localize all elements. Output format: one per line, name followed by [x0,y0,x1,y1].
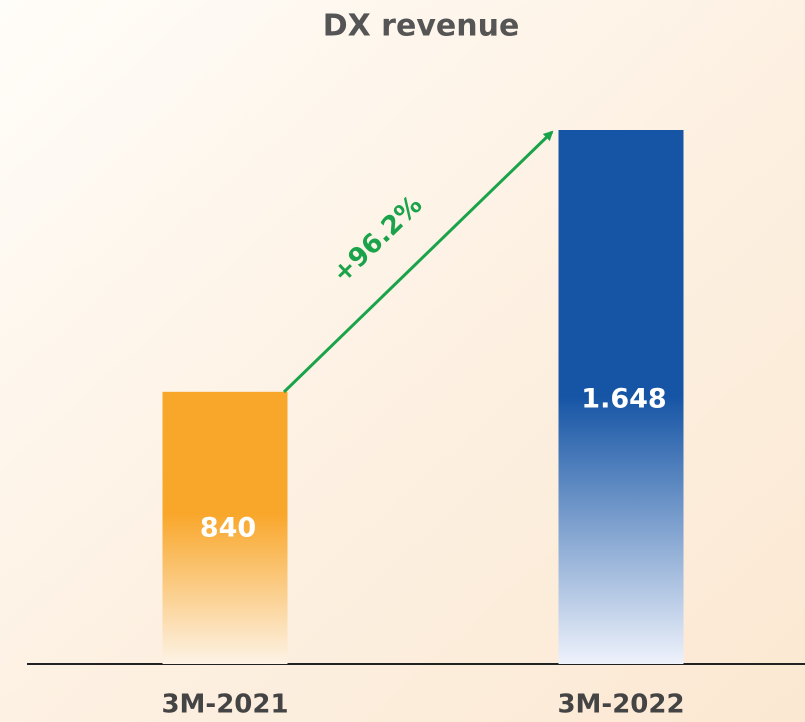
bar [558,130,684,664]
value-label: 1.648 [581,384,666,415]
chart-title: DX revenue [323,9,520,44]
growth-arrow [282,130,554,394]
x-tick-label: 3M-2021 [161,690,288,720]
x-tick-label: 3M-2022 [557,690,684,720]
bar [162,391,288,664]
value-label: 840 [200,512,256,543]
